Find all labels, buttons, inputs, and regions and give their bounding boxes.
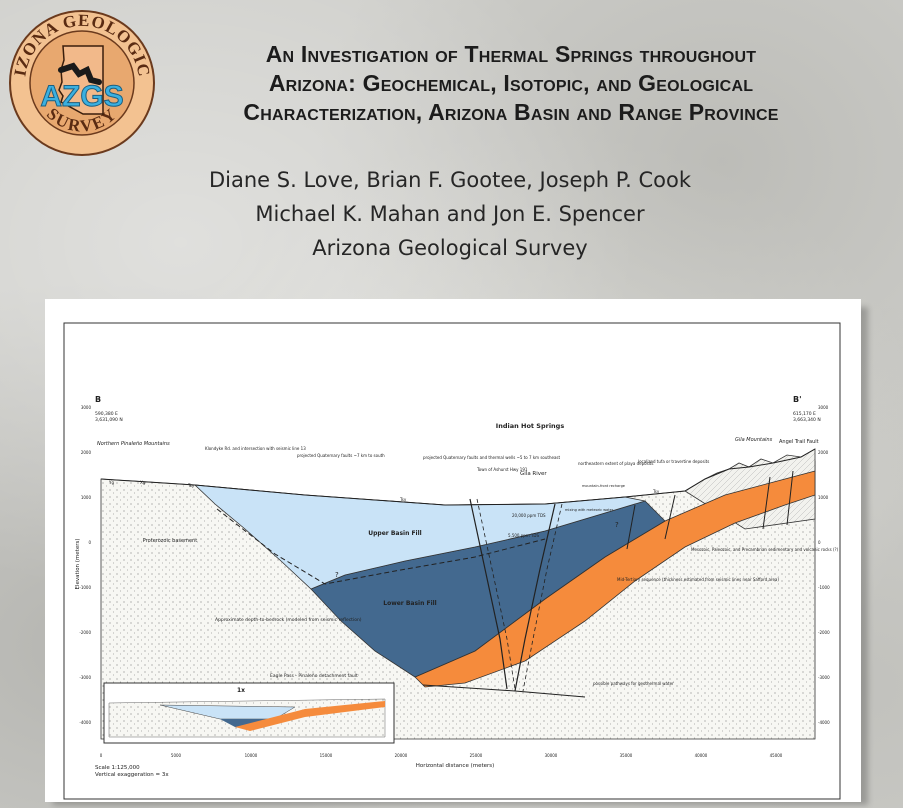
depth-to-bedrock-label: Approximate depth-to-bedrock (modeled fr… [215,617,362,623]
left-coord-e: 590,380 E [95,411,118,417]
x-tick-label: 5000 [171,753,182,758]
x-axis-label: Horizontal distance (meters) [416,763,495,769]
x-tick-label: 0 [100,753,103,758]
projected-faults-wells-label: projected Quaternary faults and thermal … [423,455,560,460]
question-mark-label: ? [615,521,619,529]
question-mark-label: ? [335,571,339,579]
y-tick-label: -1000 [79,585,91,590]
y-tick-label-right: -3000 [818,675,830,680]
tds-20000-label: 20,000 ppm TDS [512,513,546,518]
pathways-label: possible pathways for geothermal water [593,681,674,686]
title-line-3: Characterization, Arizona Basin and Rang… [243,99,779,125]
authors-line-1: Diane S. Love, Brian F. Gootee, Joseph P… [209,168,691,192]
y-tick-label: 0 [88,540,91,545]
y-tick-label-right: 2000 [818,450,829,455]
affiliation: Arizona Geological Survey [312,236,588,260]
y-tick-label-right: 3000 [818,405,829,410]
title-line-1: An Investigation of Thermal Springs thro… [265,41,757,67]
y-tick-label-right: -4000 [818,720,830,725]
x-tick-label: 25000 [470,753,483,758]
unit-tsy-label: Tsy [652,489,660,494]
mid-tertiary-label: Mid-Tertiary sequence (thickness estimat… [617,577,779,582]
y-tick-label-right: -2000 [818,630,830,635]
right-coord-e: 615,170 E [793,411,816,417]
y-tick-label: -4000 [79,720,91,725]
fault-line [664,494,676,540]
northern-pinaleno-label: Northern Pinaleño Mountains [97,441,170,447]
town-label: Town of Ashurst Hwy 191 [476,467,528,472]
unit-tsy-label: Tsy [187,483,195,488]
right-coord-n: 3,663,340 N [793,417,821,423]
endpoint-b-prime: B' [793,395,802,404]
indian-hot-springs-label: Indian Hot Springs [496,422,565,430]
x-tick-label: 30000 [545,753,558,758]
page-title: An Investigation of Thermal Springs thro… [160,40,862,127]
x-tick-label: 40000 [695,753,708,758]
x-tick-label: 15000 [320,753,333,758]
projected-faults-south-label: projected Quaternary faults ~7 km to sou… [297,453,385,458]
inset-1x: 1x [103,682,395,744]
cross-section-figure: B B' 590,380 E 3,631,090 N 615,170 E 3,6… [45,299,861,802]
upper-basin-fill-label: Upper Basin Fill [368,530,421,537]
tds-5500-label: 5,500 ppm TDS [508,533,539,538]
unit-xg-label: Xg [140,480,146,485]
y-tick-label: -2000 [79,630,91,635]
x-tick-label: 45000 [770,753,783,758]
y-tick-label: 2000 [81,450,92,455]
fault-line [626,504,636,550]
endpoint-b: B [95,395,101,404]
inset-label: 1x [237,687,245,694]
mesozoic-label: Mesozoic, Paleozoic, and Precambrian sed… [691,547,839,552]
y-tick-label: 3000 [81,405,92,410]
fault-pathway-line [476,498,516,690]
y-tick-label-right: 1000 [818,495,829,500]
scale-label: Scale 1:125,000 [95,765,140,771]
y-tick-label-right: -1000 [818,585,830,590]
eagle-pass-label: Eagle Pass - Pinaleño detachment fault [270,673,358,679]
x-tick-label: 20000 [395,753,408,758]
gila-river-label: Gila River [520,471,547,477]
author-block: Diane S. Love, Brian F. Gootee, Joseph P… [150,163,750,265]
gila-mountains-label: Gila Mountains [735,437,773,443]
mixing-label: mixing with meteoric water [565,508,614,512]
title-line-2: Arizona: Geochemical, Isotopic, and Geol… [268,70,754,96]
y-tick-label-right: 0 [818,540,821,545]
unit-yg-label: Yg [108,480,114,485]
depth-to-bedrock-line [216,508,546,585]
fault-line [762,476,771,530]
detachment-fault-line [422,684,586,698]
y-axis-label: Elevation (meters) [75,539,81,590]
playa-label: northeastern extent of playa deposits [578,461,653,466]
angel-trail-fault-label: Angel Trail Fault [779,439,819,445]
fault-pathway-line [522,503,563,692]
lower-basin-fill-label: Lower Basin Fill [383,600,436,607]
y-tick-label: 1000 [81,495,92,500]
cross-section-svg: B B' 590,380 E 3,631,090 N 615,170 E 3,6… [63,322,841,800]
y-tick-label: -3000 [79,675,91,680]
angel-trail-fault-line [786,470,794,526]
tufa-label: localized tufa or travertine deposits [638,459,709,464]
fault-line [514,503,556,692]
fault-line [469,498,508,690]
authors-line-2: Michael K. Mahan and Jon E. Spencer [255,202,645,226]
azgs-logo: ARIZONA GEOLOGICAL SURVEY AZGS [7,8,155,156]
recharge-label: mountain-front recharge [582,484,625,488]
x-tick-label: 35000 [620,753,633,758]
left-coord-n: 3,631,090 N [95,417,123,423]
unit-tsy-label: Tsy [399,497,407,502]
basement-label: Proterozoic basement [143,538,197,544]
x-tick-label: 10000 [245,753,258,758]
vertical-exaggeration-label: Vertical exaggeration = 3x [95,772,169,778]
klondyke-label: Klondyke Rd. and intersection with seism… [205,446,306,451]
ground-surface-line [100,448,816,506]
logo-abbrev: AZGS [40,80,123,113]
